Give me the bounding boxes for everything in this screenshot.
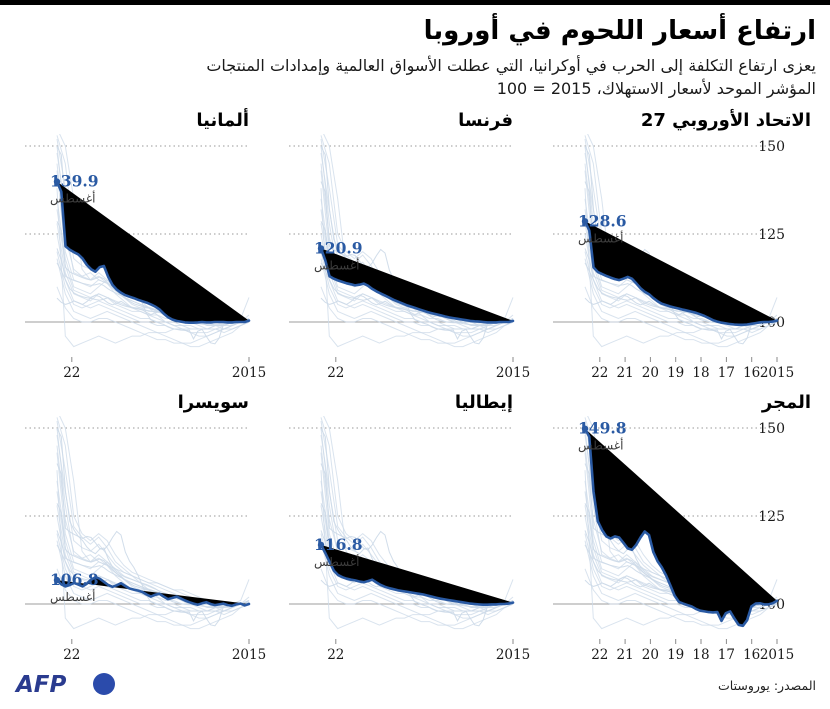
svg-text:16: 16	[743, 365, 760, 381]
svg-text:149.8: 149.8	[578, 419, 627, 438]
svg-text:2015: 2015	[496, 365, 530, 381]
svg-text:أغسطس: أغسطس	[50, 190, 95, 206]
svg-text:22: 22	[591, 365, 608, 381]
chart-panel-france: فرنسا 120.9 أغسطس 22 2015	[269, 108, 530, 382]
svg-text:2015: 2015	[496, 647, 530, 663]
svg-text:18: 18	[692, 365, 709, 381]
svg-text:19: 19	[667, 365, 684, 381]
chart-title-italy: إيطاليا	[454, 391, 513, 413]
svg-text:20: 20	[642, 647, 659, 663]
svg-text:2015: 2015	[232, 365, 266, 381]
svg-text:19: 19	[667, 647, 684, 663]
chart-panel-eu27: الاتحاد الأوروبي 27 150125100128.6أغسطس2…	[533, 108, 825, 382]
svg-text:21: 21	[617, 365, 634, 381]
chart-panel-italy: إيطاليا 116.8 أغسطس 22 2015	[269, 390, 530, 664]
svg-text:أغسطس: أغسطس	[50, 589, 95, 605]
source-credit: المصدر: يوروستات	[718, 677, 816, 693]
top-rule-bar	[0, 0, 830, 5]
infographic-title: ارتفاع أسعار اللحوم في أوروبا	[423, 16, 816, 46]
chart-panel-hungary: المجر 150 125 100 149.8 أغسطس 22 21 20 19 18 17 16 2…	[533, 390, 825, 664]
svg-text:150: 150	[758, 139, 785, 155]
svg-text:17: 17	[718, 365, 735, 381]
svg-text:أغسطس: أغسطس	[314, 257, 359, 273]
svg-text:125: 125	[758, 227, 785, 243]
index-note: المؤشر الموحد لأسعار الاستهلاك، 2015 = 1…	[496, 78, 816, 98]
svg-text:150: 150	[758, 421, 785, 437]
svg-text:17: 17	[718, 647, 735, 663]
svg-text:20: 20	[642, 365, 659, 381]
svg-text:116.8: 116.8	[314, 535, 363, 554]
svg-text:2015: 2015	[760, 647, 794, 663]
svg-text:22: 22	[591, 647, 608, 663]
chart-title-eu27: الاتحاد الأوروبي 27	[640, 109, 811, 131]
infographic-subtitle: يعزى ارتفاع التكلفة إلى الحرب في أوكراني…	[206, 55, 816, 75]
chart-panel-germany: ألمانيا 139.9 أغسطس 22 2015	[5, 108, 266, 382]
svg-text:22: 22	[327, 647, 344, 663]
svg-text:أغسطس: أغسطس	[578, 438, 623, 454]
svg-text:16: 16	[743, 647, 760, 663]
afp-logo-text: AFP	[14, 672, 67, 697]
svg-text:106.8: 106.8	[50, 570, 99, 589]
footer: AFP المصدر: يوروستات	[0, 669, 830, 709]
afp-logo-dot-icon	[93, 672, 115, 695]
svg-text:22: 22	[327, 365, 344, 381]
afp-logo-graphic: AFP	[14, 672, 115, 698]
svg-text:18: 18	[692, 647, 709, 663]
infographic-header: ارتفاع أسعار اللحوم في أوروبا يعزى ارتفا…	[0, 5, 830, 104]
svg-text:21: 21	[617, 647, 634, 663]
chart-title-switzerland: سويسرا	[177, 391, 249, 413]
svg-text:2015: 2015	[232, 647, 266, 663]
svg-text:أغسطس: أغسطس	[578, 230, 623, 246]
svg-text:2015: 2015	[760, 365, 794, 381]
svg-text:أغسطس: أغسطس	[314, 554, 359, 570]
afp-logo: AFP	[14, 670, 126, 701]
svg-text:22: 22	[63, 365, 80, 381]
svg-text:125: 125	[758, 509, 785, 525]
chart-panel-switzerland: سويسرا 106.8 أغسطس 22 2015	[5, 390, 266, 664]
charts-grid: الاتحاد الأوروبي 27 150125100128.6أغسطس2…	[0, 104, 830, 664]
chart-title-france: فرنسا	[458, 109, 513, 131]
svg-text:128.6: 128.6	[578, 211, 627, 230]
chart-title-hungary: المجر	[761, 391, 811, 413]
svg-text:120.9: 120.9	[314, 238, 363, 257]
svg-text:22: 22	[63, 647, 80, 663]
svg-text:139.9: 139.9	[50, 171, 99, 190]
chart-title-germany: ألمانيا	[196, 109, 249, 131]
